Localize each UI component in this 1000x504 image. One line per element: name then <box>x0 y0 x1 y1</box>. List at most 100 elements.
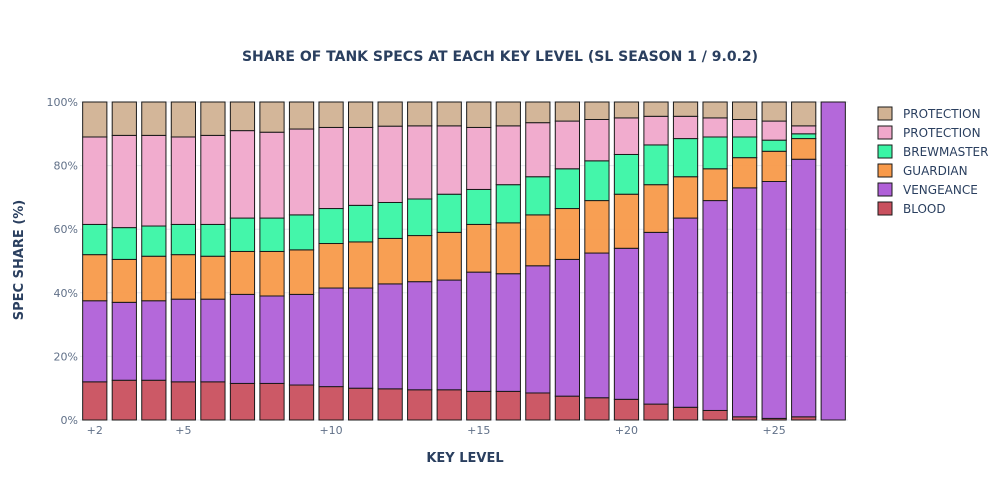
legend-label: PROTECTION <box>903 126 981 140</box>
bar-segment-blood <box>170 381 196 421</box>
bar-segment-brewmaster <box>141 225 167 257</box>
legend-swatch <box>877 144 893 159</box>
bar-segment-guardian <box>791 138 817 160</box>
y-tick-label: 0% <box>61 414 78 427</box>
bar-segment-blood <box>672 406 699 421</box>
bar-segment-brewmaster <box>495 184 521 224</box>
bar-segment-blood <box>318 386 344 421</box>
bar-segment-brewmaster <box>584 160 610 202</box>
bar-segment-vengeance <box>82 300 108 383</box>
bar-segment-protection <box>525 101 551 124</box>
bar-segment-protection <box>643 101 669 117</box>
bar-segment-protection <box>200 101 226 136</box>
legend-swatch <box>877 106 893 121</box>
y-tick-labels: 0% 20% 40% 60% 80% 100% <box>47 96 78 427</box>
bar-segment-brewmaster <box>170 223 196 256</box>
bar-segment-guardian <box>761 150 787 182</box>
bar-segment-protection <box>672 101 699 117</box>
y-tick-label: 100% <box>47 96 78 109</box>
bar-segment-brewmaster <box>643 144 669 186</box>
bar-segment-guardian <box>170 254 196 300</box>
bar-segment-protection <box>672 115 699 140</box>
legend-item[interactable]: VENGEANCE <box>877 182 978 197</box>
bars <box>82 101 846 421</box>
legend-item[interactable]: BREWMASTER <box>877 144 988 159</box>
bar-segment-protection <box>613 101 640 119</box>
bar-segment-blood <box>466 390 492 421</box>
bar-segment-guardian <box>584 200 610 254</box>
legend-label: GUARDIAN <box>903 164 968 178</box>
bar-segment-guardian <box>318 243 344 289</box>
bar-segment-blood <box>82 381 108 421</box>
bar-segment-brewmaster <box>732 136 758 159</box>
bar-segment-vengeance <box>702 200 728 411</box>
bar-segment-guardian <box>554 208 580 260</box>
bar-segment-vengeance <box>318 287 344 388</box>
bar-segment-protection <box>554 120 580 170</box>
bar-segment-guardian <box>495 222 521 275</box>
bar-segment-guardian <box>702 168 728 202</box>
bar-segment-brewmaster <box>791 133 817 140</box>
y-tick-label: 80% <box>54 160 78 173</box>
bar-segment-brewmaster <box>702 136 728 170</box>
bar-segment-blood <box>377 388 403 421</box>
bar-segment-protection <box>377 101 403 127</box>
x-tick-label: +25 <box>763 424 786 437</box>
bar-segment-brewmaster <box>82 223 108 256</box>
legend-swatch <box>877 201 893 216</box>
x-tick-labels: +2 +5 +10 +15 +20 +25 <box>87 424 786 437</box>
bar-segment-guardian <box>82 254 108 302</box>
bar-segment-blood <box>584 397 610 421</box>
x-tick-label: +20 <box>615 424 638 437</box>
bar-segment-brewmaster <box>466 188 492 225</box>
legend-item[interactable]: PROTECTION <box>877 106 981 121</box>
bar-segment-protection <box>732 101 758 120</box>
bar-segment-vengeance <box>643 231 669 405</box>
bar-segment-guardian <box>466 223 492 273</box>
bar-segment-protection <box>229 130 256 219</box>
bar-segment-protection <box>584 101 610 120</box>
bar-segment-brewmaster <box>613 153 640 195</box>
bar-segment-guardian <box>436 231 462 281</box>
bar-segment-blood <box>229 382 256 421</box>
bar-segment-protection <box>436 101 462 127</box>
bar-segment-brewmaster <box>672 138 699 178</box>
bar-segment-brewmaster <box>525 176 551 216</box>
bar-segment-brewmaster <box>288 214 315 251</box>
bar-segment-vengeance <box>672 217 699 408</box>
legend-label: BREWMASTER <box>903 145 988 159</box>
bar-segment-protection <box>348 101 374 128</box>
bar-segment-brewmaster <box>318 208 344 245</box>
bar-segment-guardian <box>732 157 758 189</box>
legend-item[interactable]: GUARDIAN <box>877 163 968 178</box>
legend: PROTECTION PROTECTION BREWMASTER GUARDIAN VE… <box>877 106 988 216</box>
bar-segment-protection <box>229 101 256 132</box>
legend-swatch <box>877 125 893 140</box>
x-tick-label: +2 <box>87 424 103 437</box>
legend-item[interactable]: PROTECTION <box>877 125 981 140</box>
x-tick-label: +5 <box>175 424 191 437</box>
bar-segment-vengeance <box>170 298 196 383</box>
bar-segment-brewmaster <box>436 193 462 233</box>
bar-segment-brewmaster <box>554 168 580 210</box>
legend-item[interactable]: BLOOD <box>877 201 946 216</box>
bar-segment-blood <box>554 395 580 421</box>
bar-segment-blood <box>436 389 462 421</box>
bar-segment-guardian <box>525 214 551 267</box>
bar-segment-protection <box>732 118 758 138</box>
bar-segment-protection <box>702 117 728 138</box>
bar-segment-protection <box>141 134 167 227</box>
bar-segment-vengeance <box>525 265 551 394</box>
bar-segment-vengeance <box>613 247 640 400</box>
bar-segment-guardian <box>407 235 433 283</box>
bar-segment-brewmaster <box>229 217 256 252</box>
bar-segment-protection <box>141 101 167 136</box>
bar-segment-blood <box>407 389 433 421</box>
bar-segment-brewmaster <box>111 227 137 260</box>
bar-segment-blood <box>613 398 640 421</box>
bar-segment-protection <box>111 101 137 136</box>
bar-segment-protection <box>466 101 492 128</box>
bar-segment-vengeance <box>584 252 610 399</box>
bar-segment-blood <box>495 390 521 421</box>
bar-segment-vengeance <box>229 293 256 384</box>
